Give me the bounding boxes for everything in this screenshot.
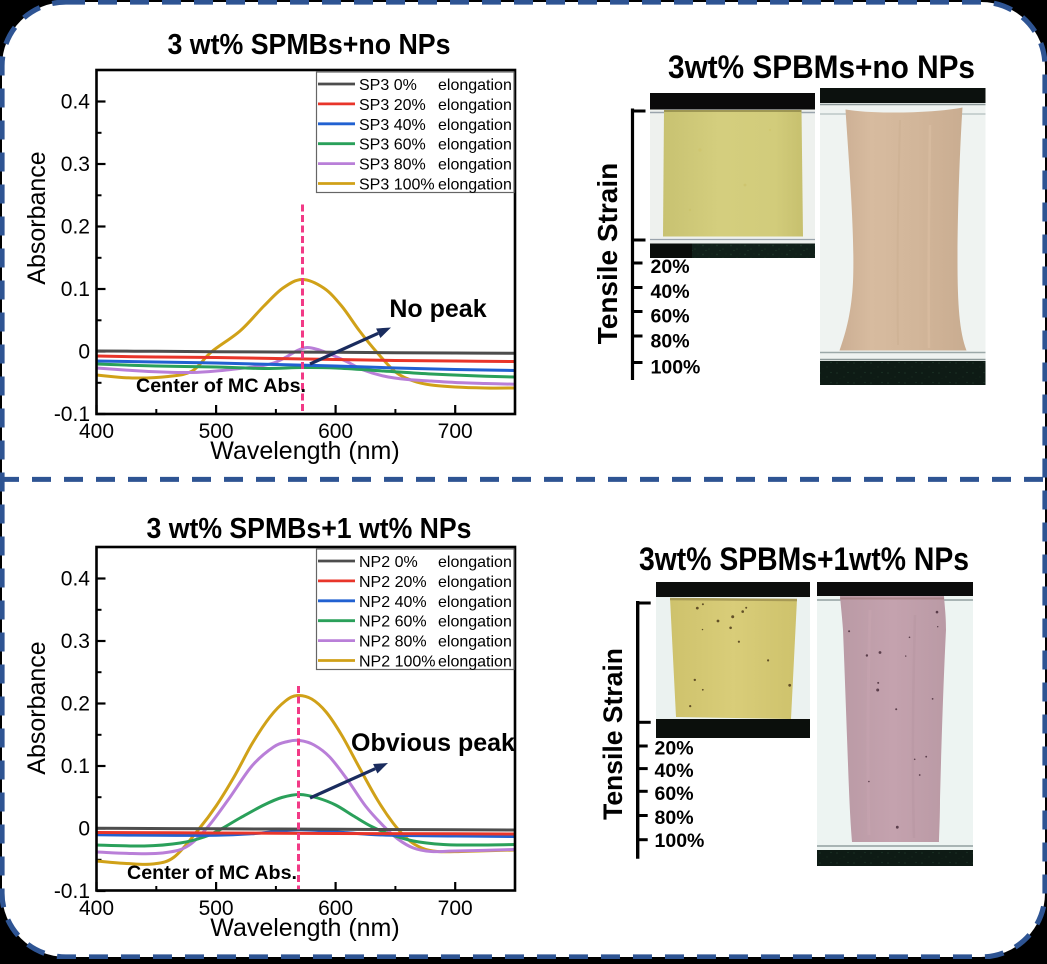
svg-text:0.3: 0.3 — [61, 153, 90, 176]
svg-text:elongation: elongation — [438, 574, 512, 591]
svg-text:700: 700 — [438, 897, 473, 920]
svg-text:Wavelength (nm): Wavelength (nm) — [210, 437, 399, 465]
svg-text:NP2 20%: NP2 20% — [359, 574, 427, 591]
svg-text:80%: 80% — [655, 807, 694, 829]
svg-text:NP2 60%: NP2 60% — [359, 614, 427, 631]
svg-text:20%: 20% — [651, 256, 690, 278]
svg-text:3 wt% SPMBs+1 wt% NPs: 3 wt% SPMBs+1 wt% NPs — [147, 513, 472, 545]
svg-text:Center of MC Abs.: Center of MC Abs. — [127, 863, 297, 884]
svg-text:600: 600 — [318, 420, 353, 443]
svg-text:Wavelength (nm): Wavelength (nm) — [210, 914, 399, 942]
svg-text:elongation: elongation — [438, 554, 512, 571]
svg-text:500: 500 — [199, 897, 234, 920]
svg-text:3wt% SPBMs+1wt% NPs: 3wt% SPBMs+1wt% NPs — [639, 541, 969, 577]
svg-text:-0.1: -0.1 — [54, 880, 90, 903]
svg-text:0.3: 0.3 — [61, 630, 90, 653]
svg-text:SP3 100%: SP3 100% — [359, 177, 435, 194]
svg-text:elongation: elongation — [438, 117, 512, 134]
svg-text:400: 400 — [79, 420, 114, 443]
svg-text:SP3 20%: SP3 20% — [359, 97, 426, 114]
svg-text:elongation: elongation — [438, 634, 512, 651]
svg-text:elongation: elongation — [438, 77, 512, 94]
svg-text:80%: 80% — [651, 331, 690, 353]
svg-text:0.2: 0.2 — [61, 693, 90, 716]
svg-text:Tensile Strain: Tensile Strain — [592, 163, 623, 345]
svg-text:Tensile Strain: Tensile Strain — [598, 648, 628, 820]
svg-text:60%: 60% — [651, 306, 690, 328]
svg-text:0.1: 0.1 — [61, 278, 90, 301]
svg-text:20%: 20% — [655, 738, 694, 760]
svg-text:40%: 40% — [655, 760, 694, 782]
svg-text:Center of MC Abs.: Center of MC Abs. — [136, 376, 306, 397]
svg-text:100%: 100% — [655, 830, 705, 852]
svg-text:NP2 80%: NP2 80% — [359, 634, 427, 651]
svg-text:60%: 60% — [655, 783, 694, 805]
svg-text:Absorbance: Absorbance — [23, 641, 51, 774]
svg-text:0.4: 0.4 — [61, 568, 91, 591]
svg-text:600: 600 — [318, 897, 353, 920]
svg-text:NP2 100%: NP2 100% — [359, 654, 436, 671]
svg-text:40%: 40% — [651, 281, 690, 303]
svg-text:SP3 40%: SP3 40% — [359, 117, 426, 134]
svg-text:elongation: elongation — [438, 97, 512, 114]
svg-text:500: 500 — [199, 420, 234, 443]
svg-text:NP2 0%: NP2 0% — [359, 554, 418, 571]
svg-text:SP3 0%: SP3 0% — [359, 77, 417, 94]
svg-text:elongation: elongation — [438, 137, 512, 154]
svg-text:0: 0 — [78, 818, 90, 841]
svg-text:elongation: elongation — [438, 177, 512, 194]
svg-text:3 wt% SPMBs+no NPs: 3 wt% SPMBs+no NPs — [168, 29, 451, 61]
svg-text:elongation: elongation — [438, 157, 512, 174]
svg-text:elongation: elongation — [438, 614, 512, 631]
svg-text:0: 0 — [78, 341, 90, 364]
svg-text:NP2 40%: NP2 40% — [359, 594, 427, 611]
svg-text:Obvious peak: Obvious peak — [351, 729, 515, 757]
svg-text:No peak: No peak — [389, 295, 486, 323]
svg-text:0.4: 0.4 — [61, 91, 91, 114]
svg-text:-0.1: -0.1 — [54, 403, 90, 426]
svg-text:Absorbance: Absorbance — [23, 151, 51, 284]
svg-text:3wt% SPBMs+no NPs: 3wt% SPBMs+no NPs — [668, 49, 975, 85]
svg-text:700: 700 — [438, 420, 473, 443]
svg-text:100%: 100% — [651, 357, 701, 379]
svg-text:elongation: elongation — [438, 594, 512, 611]
svg-text:0.1: 0.1 — [61, 755, 90, 778]
svg-text:SP3 60%: SP3 60% — [359, 137, 426, 154]
svg-text:0.2: 0.2 — [61, 216, 90, 239]
svg-text:400: 400 — [79, 897, 114, 920]
svg-text:SP3 80%: SP3 80% — [359, 157, 426, 174]
svg-text:elongation: elongation — [438, 654, 512, 671]
